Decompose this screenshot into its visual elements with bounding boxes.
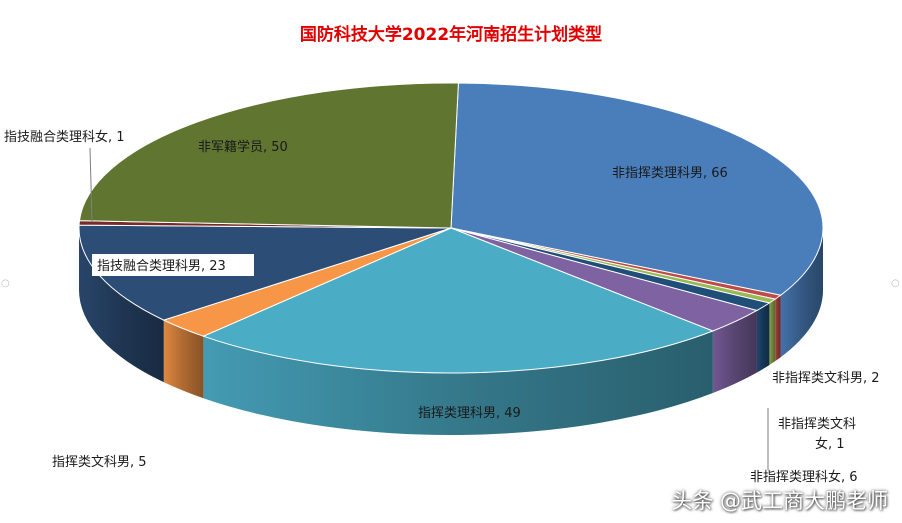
pie-slice-非指挥类理科男[interactable] [450,82,824,296]
pie-side-shade [79,228,164,383]
data-label: 指技融合类理科男, 23 [97,259,226,274]
pie-sides [79,228,823,436]
data-label-box [92,254,254,276]
leader-line [89,147,93,223]
data-label: 非指挥类理科女, 6 [750,469,858,485]
data-label: 指挥类理科男, 49 [418,406,521,421]
pie-side-shade [203,331,713,436]
chart-title: 国防科技大学2022年河南招生计划类型 [299,25,603,45]
data-label: 女, 1 [815,436,845,452]
data-label: 非指挥类文科男, 2 [772,371,880,386]
data-label: 非军籍学员, 50 [198,139,288,155]
data-label: 指技融合类理科女, 1 [4,129,125,145]
pie-side-shade [712,310,757,394]
resize-handle: ○ [1,278,10,289]
pie-slice-非军籍学员[interactable] [78,82,459,229]
pie-side-shade [780,228,823,358]
pie-side-shade [163,320,204,399]
pie-slice-指挥类理科男[interactable] [201,227,715,374]
watermark: 头条 @武工商大鹏老师 [671,489,888,513]
data-label: 非指挥类理科男, 66 [612,166,728,181]
data-label: 指挥类文科男, 5 [52,455,147,470]
pie-side-shade [775,295,781,362]
data-label: 非指挥类文科 [778,417,856,432]
pie-side-shade [769,299,776,365]
pie-tops [78,82,824,374]
resize-handle: ○ [891,278,900,289]
pie-side-shade [756,302,770,373]
pie-leaders [89,147,769,470]
